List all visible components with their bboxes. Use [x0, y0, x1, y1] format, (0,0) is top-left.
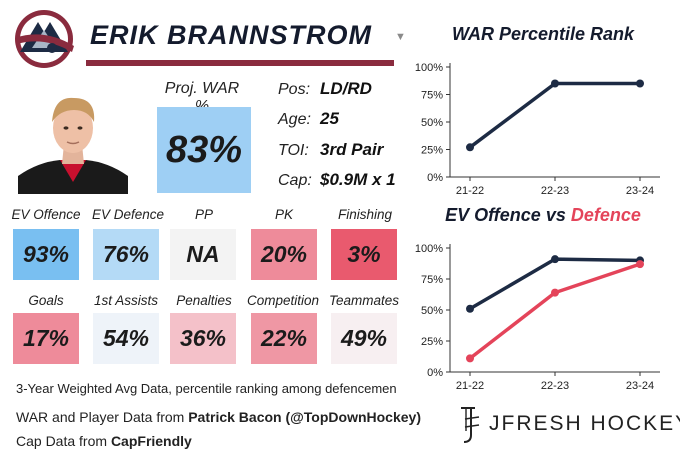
- info-value: 25: [320, 109, 339, 128]
- stat-label-competition: Competition: [246, 293, 320, 308]
- proj-war-value: 83%: [157, 107, 251, 193]
- info-row-age: Age: 25: [278, 109, 408, 133]
- data-point-series-0: [551, 255, 559, 264]
- stat-box-competition: 22%: [251, 313, 317, 364]
- info-value: 3rd Pair: [320, 140, 384, 159]
- data-point-series-1: [466, 354, 474, 363]
- stat-box-pp: NA: [170, 229, 236, 280]
- stat-label-pp: PP: [194, 207, 213, 222]
- caret-down-icon[interactable]: ▼: [395, 31, 406, 43]
- credit-source: Patrick Bacon (@TopDownHockey): [188, 409, 421, 425]
- stat-box-penalties: 36%: [170, 313, 236, 364]
- avalanche-logo-icon: [15, 10, 74, 68]
- x-tick-label: 22-23: [541, 380, 569, 392]
- series-line-1: [468, 262, 641, 360]
- stat-label-pk: PK: [274, 207, 293, 222]
- data-point-series-0: [466, 304, 474, 313]
- stat-box-first-assists: 54%: [93, 313, 159, 364]
- stat-label-ev-defence: EV Defence: [91, 207, 165, 222]
- stat-label-teammates: Teammates: [328, 293, 400, 308]
- stat-box-teammates: 49%: [331, 313, 397, 364]
- stat-label-penalties: Penalties: [176, 293, 232, 308]
- x-tick-label: 23-24: [626, 380, 654, 392]
- stat-label-finishing: Finishing: [337, 207, 393, 222]
- stat-box-goals: 17%: [13, 313, 79, 364]
- title-defence: Defence: [570, 205, 641, 225]
- info-row-toi: TOI: 3rd Pair: [278, 140, 408, 164]
- stat-box-ev-offence: 93%: [13, 229, 79, 280]
- title-offence: EV Offence: [445, 205, 541, 225]
- stat-box-pk: 20%: [251, 229, 317, 280]
- brand-name: JFRESH HOCKEY: [489, 412, 680, 435]
- y-tick-label: 100%: [415, 243, 443, 255]
- chart-ev-offence-defence: 0% 25% 50% 75% 100% 21-22 22-23 23-24: [415, 243, 660, 392]
- x-tick-label: 23-24: [626, 185, 654, 197]
- y-tick-label: 0%: [427, 367, 443, 379]
- stat-label-first-assists: 1st Assists: [93, 293, 158, 308]
- info-row-position: Pos: LD/RD: [278, 79, 408, 103]
- data-point-series-0: [466, 143, 474, 152]
- chart-title-ev-offence-defence: EV Offence vs Defence: [410, 205, 676, 226]
- name-underline: [86, 60, 394, 66]
- footnote: 3-Year Weighted Avg Data, percentile ran…: [16, 381, 397, 396]
- stat-box-finishing: 3%: [331, 229, 397, 280]
- info-value: LD/RD: [320, 79, 372, 98]
- stat-label-goals: Goals: [28, 293, 64, 308]
- y-tick-label: 50%: [421, 117, 443, 129]
- data-point-series-1: [551, 288, 559, 297]
- data-point-series-0: [551, 79, 559, 88]
- credit-war-data: WAR and Player Data from Patrick Bacon (…: [16, 409, 421, 425]
- player-headshot-icon: [18, 84, 128, 194]
- stat-box-ev-defence: 76%: [93, 229, 159, 280]
- info-label: Cap:: [278, 172, 312, 189]
- title-vs: vs: [540, 205, 571, 225]
- credit-prefix: WAR and Player Data from: [16, 409, 189, 425]
- x-tick-label: 21-22: [456, 185, 484, 197]
- x-tick-label: 22-23: [541, 185, 569, 197]
- data-point-series-1: [636, 260, 644, 269]
- y-tick-label: 100%: [415, 62, 443, 74]
- info-label: TOI:: [278, 142, 309, 159]
- series-line-0: [468, 81, 640, 149]
- credit-cap-data: Cap Data from CapFriendly: [16, 433, 192, 449]
- y-tick-label: 75%: [421, 90, 443, 102]
- x-tick-label: 21-22: [456, 380, 484, 392]
- info-value: $0.9M x 1: [320, 170, 396, 189]
- y-tick-label: 0%: [427, 172, 443, 184]
- player-name: ERIK BRANNSTROM: [90, 20, 372, 50]
- credit-prefix: Cap Data from: [16, 433, 111, 449]
- chart-title-war-percentile: WAR Percentile Rank: [451, 24, 635, 44]
- jfresh-logo-icon: [461, 407, 480, 443]
- y-tick-label: 75%: [421, 274, 443, 286]
- y-tick-label: 50%: [421, 305, 443, 317]
- y-tick-label: 25%: [421, 145, 443, 157]
- data-point-series-0: [636, 79, 644, 88]
- chart-war-percentile: 0% 25% 50% 75% 100% 21-22 22-23 23-24: [415, 62, 660, 197]
- info-row-cap: Cap: $0.9M x 1: [278, 170, 408, 194]
- series-line-0: [469, 257, 641, 311]
- y-tick-label: 25%: [421, 336, 443, 348]
- credit-source: CapFriendly: [110, 433, 192, 449]
- info-label: Age:: [278, 111, 311, 128]
- info-label: Pos:: [278, 81, 311, 98]
- stat-label-ev-offence: EV Offence: [11, 207, 81, 222]
